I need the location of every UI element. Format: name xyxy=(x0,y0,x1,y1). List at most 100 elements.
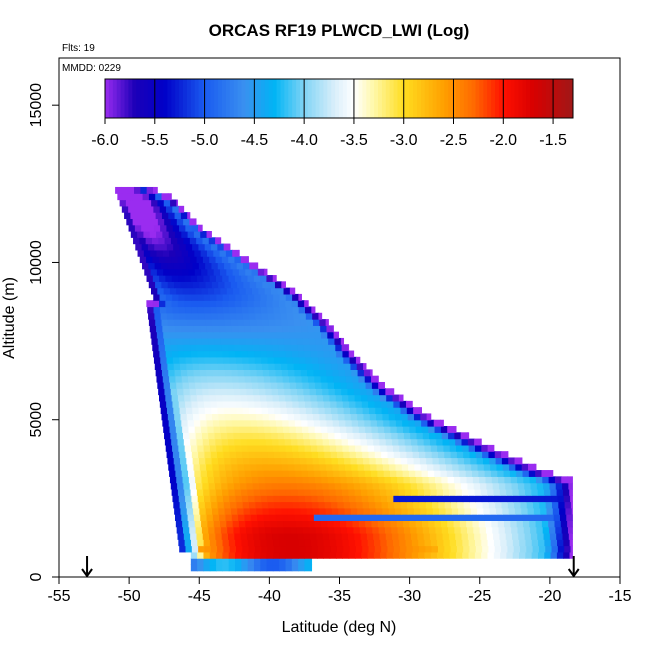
heatmap-cell xyxy=(330,400,338,408)
heatmap-cell xyxy=(284,388,292,396)
heatmap-cell xyxy=(509,463,516,471)
heatmap-cell xyxy=(516,470,524,477)
heatmap-cell xyxy=(206,514,214,521)
heatmap-cell xyxy=(310,532,317,540)
heatmap-cell xyxy=(279,350,287,358)
heatmap-cell xyxy=(402,514,410,521)
heatmap-cell xyxy=(542,526,550,534)
heatmap-cell xyxy=(181,231,189,238)
heatmap-cell xyxy=(202,344,210,352)
heatmap-cell xyxy=(422,526,430,534)
heatmap-cell xyxy=(193,507,200,515)
heatmap-cell xyxy=(234,275,242,282)
heatmap-cell xyxy=(272,275,277,282)
heatmap-cell xyxy=(469,501,477,509)
heatmap-cell xyxy=(398,532,406,540)
heatmap-cell xyxy=(358,375,366,383)
heatmap-cell xyxy=(226,268,234,276)
heatmap-cell xyxy=(344,457,352,465)
heatmap-cell xyxy=(317,495,325,503)
heatmap-cell xyxy=(274,457,282,465)
heatmap-cell xyxy=(174,369,182,377)
heatmap-cell xyxy=(535,476,543,484)
heatmap-cell xyxy=(543,482,551,490)
heatmap-cell xyxy=(213,375,221,383)
colorbar-segment xyxy=(206,79,211,118)
heatmap-cell xyxy=(188,381,196,389)
colorbar-segment xyxy=(378,79,383,118)
heatmap-cell xyxy=(437,545,445,553)
heatmap-cell xyxy=(167,363,175,370)
heatmap-cell xyxy=(238,470,246,477)
heatmap-cell xyxy=(185,224,193,232)
heatmap-cell xyxy=(348,394,356,402)
heatmap-cell xyxy=(397,482,405,490)
heatmap-cell xyxy=(380,400,388,408)
heatmap-cell xyxy=(404,532,412,540)
heatmap-cell xyxy=(196,388,203,396)
heatmap-cell xyxy=(237,413,245,421)
heatmap-cell xyxy=(169,249,177,257)
heatmap-cell xyxy=(323,394,330,402)
heatmap-cell xyxy=(171,275,179,282)
heatmap-cell xyxy=(440,426,448,433)
heatmap-cell xyxy=(412,451,420,459)
heatmap-cell xyxy=(177,300,185,308)
heatmap-cell xyxy=(215,344,223,352)
heatmap-cell xyxy=(311,356,319,364)
heatmap-cell xyxy=(166,356,174,364)
heatmap-cell xyxy=(228,300,236,308)
flight-markers xyxy=(81,556,580,578)
heatmap-cell xyxy=(403,520,410,528)
heatmap-cell xyxy=(397,432,405,440)
heatmap-cell xyxy=(322,438,330,446)
colorbar-segment xyxy=(319,79,324,118)
heatmap-cell xyxy=(393,545,401,553)
heatmap-cell xyxy=(248,545,256,553)
heatmap-cell xyxy=(299,312,307,320)
heatmap-cell xyxy=(361,400,369,408)
heatmap-cell xyxy=(344,369,352,377)
heatmap-cell xyxy=(232,331,240,339)
heatmap-cell xyxy=(371,470,378,477)
heatmap-cell xyxy=(212,463,220,471)
heatmap-cell xyxy=(226,287,234,295)
heatmap-cell xyxy=(298,539,306,547)
heatmap-cell xyxy=(361,495,369,503)
heatmap-cell xyxy=(356,501,364,509)
heatmap-cell xyxy=(155,281,162,289)
heatmap-cell xyxy=(254,356,262,364)
heatmap-cell xyxy=(383,419,391,427)
heatmap-cell xyxy=(250,463,258,471)
heatmap-cell xyxy=(447,520,455,528)
heatmap-cell xyxy=(344,463,352,471)
heatmap-cell xyxy=(417,532,425,540)
heatmap-cell xyxy=(437,495,445,503)
heatmap-cell xyxy=(171,344,179,352)
heatmap-cell xyxy=(375,501,383,509)
colorbar-segment xyxy=(116,79,122,118)
heatmap-cell xyxy=(402,419,410,427)
heatmap-cell xyxy=(329,394,337,402)
heatmap-cell xyxy=(184,350,192,358)
heatmap-cell xyxy=(318,501,326,509)
heatmap-cell xyxy=(232,249,240,257)
heatmap-cell xyxy=(461,488,469,496)
heatmap-cell xyxy=(251,381,259,389)
colorbar-segment xyxy=(136,79,141,118)
heatmap-cell xyxy=(298,400,306,408)
heatmap-cell xyxy=(296,476,304,484)
x-axis: -55 -50 -45 -40 -35 -30 -25 -20 -15 xyxy=(47,577,632,605)
heatmap-cell xyxy=(279,551,287,559)
heatmap-cell xyxy=(426,507,434,515)
heatmap-cell xyxy=(559,507,567,515)
heatmap-cell xyxy=(275,463,283,471)
heatmap-cell xyxy=(174,231,182,238)
heatmap-cell xyxy=(260,400,268,408)
heatmap-cell xyxy=(186,363,194,370)
heatmap-cell xyxy=(210,545,218,553)
heatmap-cell xyxy=(198,451,206,459)
heatmap-cell xyxy=(486,482,494,490)
heatmap-cell xyxy=(151,218,159,226)
heatmap-cell xyxy=(361,539,369,547)
